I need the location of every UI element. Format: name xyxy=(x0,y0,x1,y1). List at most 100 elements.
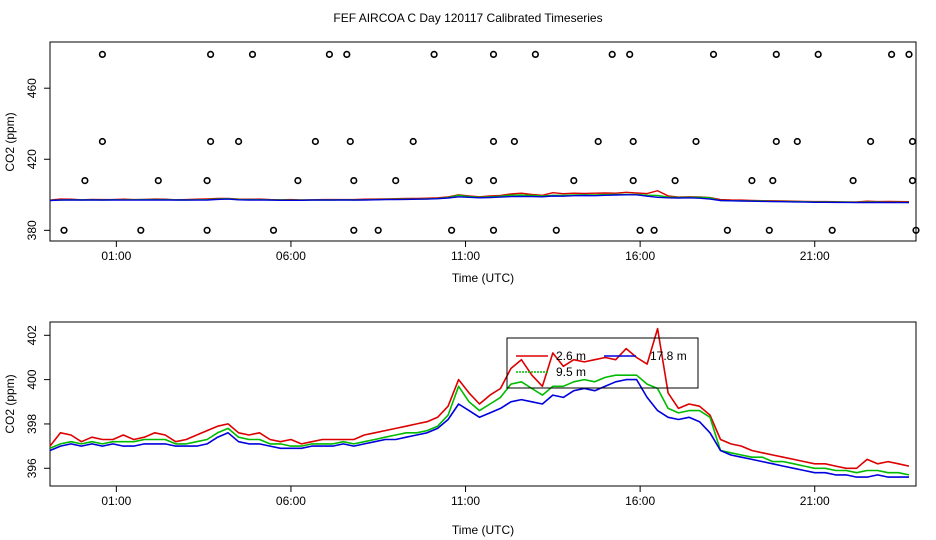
y-tick-label: 460 xyxy=(25,78,39,98)
outlier-point xyxy=(343,50,351,59)
x-tick-label: 11:00 xyxy=(451,249,480,263)
bottom-y-axis: 396 398 400 402 xyxy=(25,325,50,478)
outlier-point xyxy=(207,50,215,59)
legend-label-9-5m: 9.5 m xyxy=(556,365,586,379)
x-tick-label: 21:00 xyxy=(800,249,830,263)
y-tick-label: 420 xyxy=(25,149,39,169)
legend-label-17-8m: 17.8 m xyxy=(650,349,687,363)
outlier-point xyxy=(154,177,162,185)
outlier-point xyxy=(311,137,320,146)
outlier-point xyxy=(489,137,498,146)
series-line-17-8-m xyxy=(49,378,909,478)
outlier-point xyxy=(409,137,417,146)
x-tick-label: 01:00 xyxy=(101,249,131,263)
outlier-point xyxy=(489,50,498,59)
series-line-9-5-m xyxy=(49,374,910,476)
outlier-point xyxy=(650,226,658,234)
x-tick-label: 21:00 xyxy=(800,494,830,508)
outlier-point xyxy=(374,226,382,234)
outlier-point xyxy=(887,50,896,59)
outlier-point xyxy=(570,177,578,185)
outlier-point xyxy=(137,226,145,234)
outlier-point xyxy=(594,137,602,146)
outlier-point xyxy=(626,50,634,59)
outlier-point xyxy=(346,137,354,146)
outlier-point xyxy=(510,137,519,146)
outlier-point xyxy=(828,226,836,234)
outlier-point xyxy=(772,50,780,59)
outlier-point xyxy=(908,177,917,185)
outlier-point xyxy=(489,226,498,234)
outlier-point xyxy=(793,137,801,146)
outlier-point xyxy=(723,226,732,234)
outlier-point xyxy=(430,50,438,59)
y-tick-label: 398 xyxy=(25,414,39,434)
outlier-point xyxy=(709,50,718,59)
outlier-point xyxy=(203,226,211,234)
bottom-plot-frame xyxy=(49,321,917,487)
x-tick-label: 11:00 xyxy=(451,494,480,508)
y-tick-label: 396 xyxy=(25,458,39,478)
top-x-label: Time (UTC) xyxy=(452,271,514,285)
y-tick-label: 400 xyxy=(25,369,39,389)
outlier-point xyxy=(207,137,215,146)
x-tick-label: 16:00 xyxy=(625,249,655,263)
outlier-point xyxy=(269,226,278,234)
outlier-point xyxy=(448,226,456,234)
outlier-point xyxy=(235,137,243,146)
outlier-point xyxy=(814,50,822,59)
bottom-y-label: CO2 (ppm) xyxy=(3,374,17,433)
outlier-point xyxy=(203,177,211,185)
top-y-label: CO2 (ppm) xyxy=(3,112,17,171)
outlier-point xyxy=(552,226,560,234)
outlier-point xyxy=(60,226,68,234)
outlier-point xyxy=(908,137,917,146)
outlier-point xyxy=(769,177,777,185)
bottom-x-label: Time (UTC) xyxy=(452,523,514,537)
x-tick-label: 16:00 xyxy=(625,494,655,508)
outlier-point xyxy=(608,50,616,59)
bottom-panel: 01:00 06:00 11:00 16:00 21:00 396 398 400 402 T… xyxy=(3,321,917,537)
top-panel: 01:00 06:00 11:00 16:00 21:00 380 420 460 Time… xyxy=(3,41,920,285)
outlier-point xyxy=(248,50,257,59)
x-tick-label: 01:00 xyxy=(101,494,131,508)
top-series-line-17-8-m xyxy=(49,194,909,204)
top-y-axis: 380 420 460 xyxy=(25,78,50,240)
top-x-axis: 01:00 06:00 11:00 16:00 21:00 xyxy=(101,241,830,263)
outlier-point xyxy=(81,177,89,185)
legend-box xyxy=(506,337,699,389)
y-tick-label: 380 xyxy=(25,220,39,240)
outlier-point xyxy=(671,177,679,185)
x-tick-label: 06:00 xyxy=(276,249,306,263)
outlier-point xyxy=(765,226,773,234)
outlier-point xyxy=(98,137,106,146)
bottom-series-lines xyxy=(49,327,910,478)
outlier-point xyxy=(629,177,637,185)
outlier-point xyxy=(866,137,875,146)
y-tick-label: 402 xyxy=(25,325,39,345)
outlier-point xyxy=(748,177,756,185)
top-plot-frame xyxy=(49,41,917,242)
x-tick-label: 06:00 xyxy=(276,494,306,508)
legend-label-2-6m: 2.6 m xyxy=(556,349,586,363)
outlier-point xyxy=(772,137,780,146)
outlier-point xyxy=(350,226,358,234)
outlier-point xyxy=(489,177,498,185)
outlier-point xyxy=(98,50,106,59)
outlier-point xyxy=(912,226,920,234)
top-outlier-points xyxy=(60,50,920,234)
outlier-point xyxy=(294,177,302,185)
outlier-point xyxy=(636,226,644,234)
outlier-point xyxy=(629,137,637,146)
series-line-2-6-m xyxy=(49,327,910,470)
outlier-point xyxy=(465,177,473,185)
bottom-x-axis: 01:00 06:00 11:00 16:00 21:00 xyxy=(101,486,830,508)
outlier-point xyxy=(692,137,700,146)
outlier-point xyxy=(849,177,857,185)
top-series-lines xyxy=(49,189,910,204)
outlier-point xyxy=(325,50,334,59)
outlier-point xyxy=(905,50,913,59)
outlier-point xyxy=(350,177,358,185)
figure-title: FEF AIRCOA C Day 120117 Calibrated Times… xyxy=(333,11,602,25)
